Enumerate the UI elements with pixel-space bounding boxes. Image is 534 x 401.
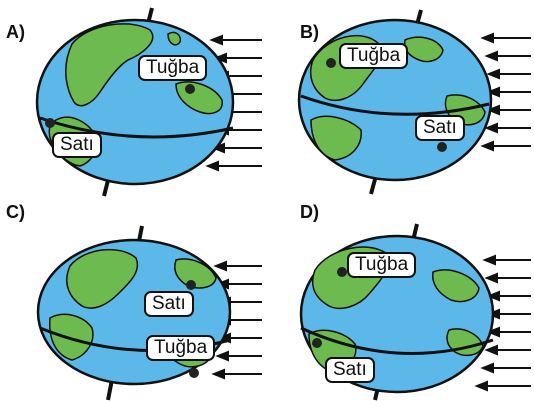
- option-c-panel: C) Satı Tuğba: [0, 200, 267, 401]
- sati-dot: [437, 142, 447, 152]
- tugba-dot: [326, 58, 336, 68]
- option-letter: D): [300, 202, 319, 222]
- sati-dot: [186, 280, 196, 290]
- earth-diagram-d: [299, 223, 531, 401]
- tugba-dot: [189, 368, 199, 378]
- option-letter: A): [6, 22, 25, 42]
- option-letter: C): [6, 202, 25, 222]
- option-letter: B): [300, 22, 319, 42]
- tugba-dot: [337, 267, 347, 277]
- label-tugba: Tuğba: [339, 43, 409, 69]
- option-a-panel: A) Tuğba Satı: [0, 0, 267, 200]
- label-tugba: Tuğba: [347, 252, 417, 278]
- tugba-dot: [185, 84, 195, 94]
- equator-line: [39, 116, 234, 139]
- sunlight-arrows: [474, 254, 531, 392]
- equator-line: [300, 94, 490, 116]
- label-sati: Satı: [52, 132, 102, 158]
- earth-diagram-a: [35, 7, 262, 197]
- option-d-panel: D) Tuğba Satı: [267, 200, 534, 401]
- label-sati: Satı: [144, 291, 194, 317]
- sati-dot: [312, 338, 322, 348]
- label-tugba: Tuğba: [138, 55, 208, 81]
- sunlight-arrows: [480, 32, 531, 152]
- label-sati: Satı: [325, 357, 375, 383]
- equator-line: [300, 326, 494, 355]
- label-tugba: Tuğba: [146, 335, 216, 361]
- option-b-panel: B) Tuğba Satı: [267, 0, 534, 200]
- earth-diagram-c: [36, 225, 262, 401]
- sati-dot: [45, 118, 55, 128]
- label-sati: Satı: [415, 115, 465, 141]
